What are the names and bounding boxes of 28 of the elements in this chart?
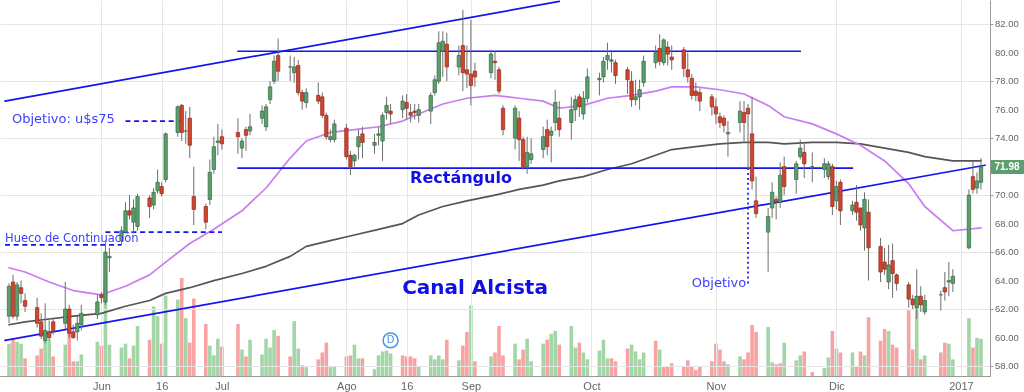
y-tick-label: 62.00 bbox=[995, 303, 1019, 315]
y-tick-label: 70.00 bbox=[995, 189, 1019, 201]
annotation: Canal Alcista bbox=[402, 275, 548, 299]
y-tick-label: 80.00 bbox=[995, 46, 1019, 58]
annotation: D bbox=[386, 334, 395, 346]
x-tick-label: Nov bbox=[706, 379, 727, 392]
text: 71.98 bbox=[994, 160, 1020, 172]
x-tick-label: Jul bbox=[215, 379, 230, 392]
annotation: Objetivo: u$s75 bbox=[12, 111, 115, 126]
y-tick-label: 58.00 bbox=[995, 360, 1019, 372]
annotation: Objetivo bbox=[691, 275, 747, 290]
x-tick-label: 2017 bbox=[949, 379, 974, 392]
y-tick-label: 60.00 bbox=[995, 331, 1019, 343]
x-tick-label: 16 bbox=[401, 379, 414, 392]
y-tick-label: 68.00 bbox=[995, 217, 1019, 229]
x-tick-label: Oct bbox=[583, 379, 601, 392]
y-tick-label: 78.00 bbox=[995, 75, 1019, 87]
x-tick-label: Ago bbox=[337, 379, 357, 392]
y-tick-label: 74.00 bbox=[995, 132, 1019, 144]
y-tick-label: 76.00 bbox=[995, 103, 1019, 115]
y-tick-label: 66.00 bbox=[995, 246, 1019, 258]
x-tick-label: 16 bbox=[156, 379, 169, 392]
annotation: Rectángulo bbox=[410, 168, 512, 187]
y-tick-label: 64.00 bbox=[995, 274, 1019, 286]
x-tick-label: Dic bbox=[828, 379, 846, 392]
x-tick-label: Jun bbox=[93, 379, 111, 392]
y-tick-label: 82.00 bbox=[995, 18, 1019, 30]
x-tick-label: Sep bbox=[461, 379, 482, 392]
